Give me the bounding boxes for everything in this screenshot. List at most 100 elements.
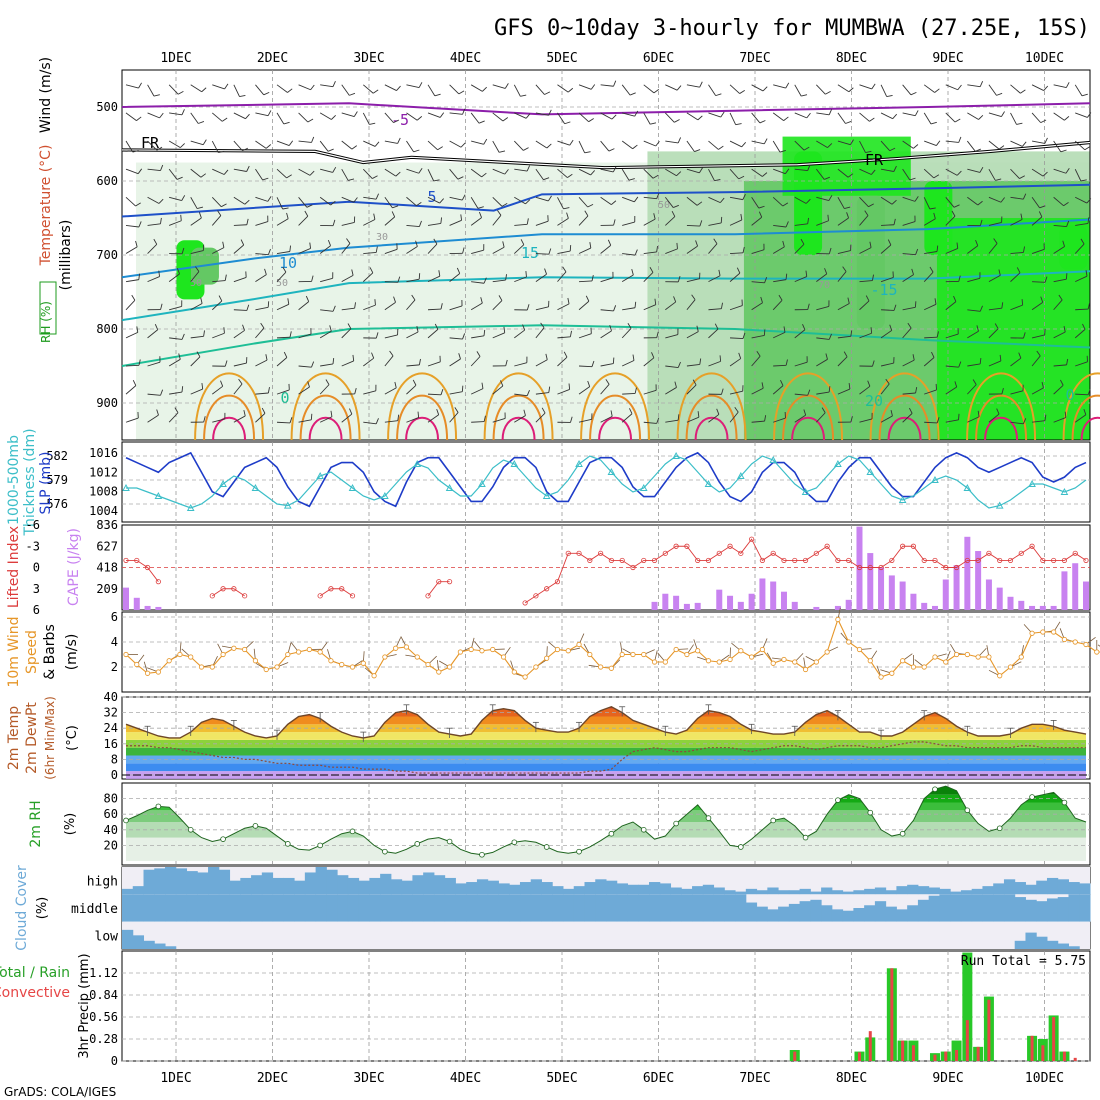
cloud-bar-middle bbox=[896, 909, 908, 922]
wind-barb-flag bbox=[309, 242, 312, 249]
wind-barb bbox=[363, 384, 377, 395]
wind-barb-shaft bbox=[298, 140, 312, 143]
cape-bar bbox=[662, 593, 669, 610]
wind-barb-flag bbox=[1086, 198, 1092, 204]
wind-barb-shaft bbox=[255, 327, 265, 339]
wind-barb bbox=[967, 196, 983, 206]
cloud-bar-middle bbox=[735, 894, 747, 922]
wind-barb-shaft bbox=[147, 361, 161, 367]
wind-barb bbox=[945, 210, 956, 226]
wind-barb-flag bbox=[246, 304, 250, 311]
li-marker bbox=[1061, 557, 1068, 564]
wind-barb bbox=[708, 168, 721, 182]
cloud-bar-high bbox=[455, 883, 467, 895]
wind-barb-flag bbox=[1044, 137, 1048, 144]
cloud-bar-high bbox=[240, 877, 252, 895]
wind10m-marker bbox=[738, 648, 744, 654]
wind-barb-flag bbox=[263, 91, 270, 96]
cape-bar bbox=[144, 605, 151, 610]
wind-barb-shaft bbox=[837, 271, 847, 282]
wind-barb bbox=[276, 383, 290, 395]
wind-barb bbox=[427, 323, 439, 339]
wind-barb bbox=[406, 358, 421, 367]
wind-barb-shaft bbox=[665, 168, 677, 177]
wind-barb-shaft bbox=[233, 415, 246, 423]
wind-barb-shaft bbox=[535, 220, 549, 226]
temperature-contour bbox=[121, 218, 1091, 279]
cloud-bar-high bbox=[767, 887, 779, 895]
wind-barb-shaft bbox=[190, 303, 203, 311]
precip-tick-label: 1.12 bbox=[89, 966, 118, 980]
wind-barb bbox=[945, 242, 959, 254]
li-marker bbox=[824, 543, 830, 549]
wind-barb-flag bbox=[807, 389, 811, 396]
rh-marker bbox=[317, 842, 323, 849]
wind-barb bbox=[621, 168, 635, 181]
wind-barb-flag bbox=[353, 111, 358, 117]
wind-barb-shaft bbox=[125, 140, 134, 153]
li-marker bbox=[673, 543, 679, 549]
wind-barb-shaft bbox=[729, 272, 741, 282]
li-marker bbox=[986, 550, 992, 556]
cloud-bar-middle bbox=[509, 894, 521, 922]
wind-barb bbox=[729, 406, 739, 423]
wind-barb-shaft bbox=[406, 224, 420, 227]
wind-barb-flag bbox=[827, 143, 833, 148]
wind-barb bbox=[449, 267, 461, 282]
wind-barb-shaft bbox=[406, 168, 419, 174]
wind-barb bbox=[406, 379, 417, 395]
wind-barb-flag bbox=[695, 240, 698, 247]
thickness-marker bbox=[898, 495, 907, 503]
wind-barb bbox=[902, 387, 918, 395]
wind-barb-shaft bbox=[686, 196, 698, 206]
wind-barb bbox=[125, 240, 138, 254]
wind-barb bbox=[578, 380, 591, 395]
wind-barb bbox=[902, 110, 919, 117]
wind10m-marker bbox=[403, 644, 410, 650]
rh-band bbox=[122, 802, 1090, 811]
precip-tick-label: 0 bbox=[111, 1054, 118, 1068]
cape-tick-label: 209 bbox=[96, 582, 118, 596]
cloud-bar-middle bbox=[251, 894, 263, 922]
wind-barb-flag bbox=[218, 295, 223, 302]
wind-barb bbox=[492, 359, 508, 367]
wind-barb-shaft bbox=[125, 417, 139, 423]
wind-barb-shaft bbox=[1031, 387, 1044, 395]
wind-barb bbox=[880, 324, 893, 339]
cloud-bar-high bbox=[304, 872, 317, 895]
wind-barb-flag bbox=[160, 389, 164, 396]
wind-barb bbox=[298, 210, 309, 226]
wind-barb bbox=[643, 267, 654, 282]
cloud-bar-middle bbox=[541, 894, 553, 922]
wind-barb-flag bbox=[1080, 179, 1087, 182]
wind10m-marker bbox=[393, 645, 399, 651]
wind-barb bbox=[514, 270, 527, 283]
wind-barb-flag bbox=[197, 206, 204, 210]
wind-barb-shaft bbox=[535, 196, 549, 202]
wind-barb bbox=[514, 409, 526, 423]
wind-barb bbox=[686, 379, 697, 395]
wind-barb-shaft bbox=[1010, 357, 1022, 367]
wind-barb bbox=[557, 112, 571, 125]
wind-barb-shaft bbox=[665, 248, 678, 254]
wind-barb bbox=[794, 84, 808, 97]
wind-barb-shaft bbox=[967, 330, 979, 339]
cloud-bar-middle bbox=[606, 894, 618, 922]
wind-barb bbox=[147, 164, 164, 172]
cloud-bar-middle bbox=[552, 894, 564, 922]
wind-barb-shaft bbox=[837, 356, 848, 367]
wind-barb bbox=[384, 350, 394, 367]
wind-barb bbox=[881, 304, 897, 311]
wind-barb bbox=[1010, 332, 1026, 339]
wind-barb-shaft bbox=[967, 277, 981, 283]
thickness-marker bbox=[510, 459, 519, 467]
wind-barb-flag bbox=[734, 406, 739, 413]
wind-barb-shaft bbox=[816, 220, 829, 226]
wind-barb bbox=[859, 210, 869, 226]
wind10m-marker bbox=[554, 646, 561, 653]
wind-barb-flag bbox=[526, 165, 531, 172]
wind-barb bbox=[1053, 326, 1066, 339]
rh-marker bbox=[382, 848, 388, 855]
wind-barb-shaft bbox=[773, 168, 786, 175]
wind-barb-flag bbox=[649, 267, 654, 273]
